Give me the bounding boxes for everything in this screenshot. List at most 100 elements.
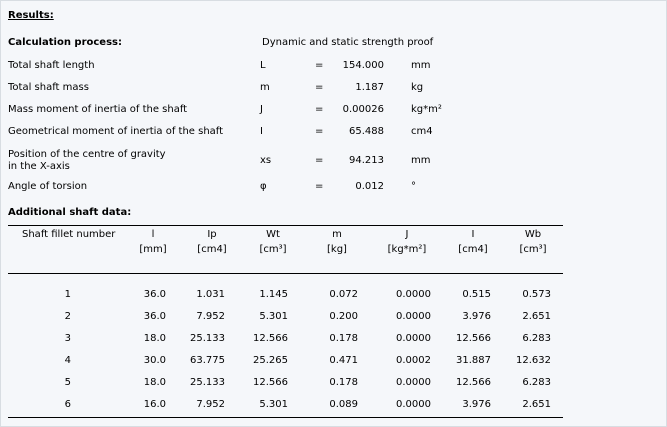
property-symbol: J [260,104,263,115]
table-cell: 5.301 [259,311,288,322]
table-cell: 12.632 [516,355,551,366]
property-value: 154.000 [342,60,384,71]
table-cell: 2.651 [522,399,551,410]
property-symbol: I [260,126,263,137]
column-header: Wb [524,229,542,240]
table-cell: 6 [64,399,71,410]
table-header-rule [8,273,563,274]
table-cell: 36.0 [143,311,166,322]
column-header-unit: [cm³] [259,244,287,255]
property-equals: = [315,126,324,137]
property-unit: kg [411,82,424,93]
column-header: l [151,229,155,240]
table-cell: 3.976 [462,399,491,410]
table-cell: 25.133 [190,377,225,388]
column-header: J [405,229,409,240]
table-cell: 0.0000 [396,399,431,410]
property-equals: = [315,104,324,115]
property-value: 0.012 [355,181,384,192]
property-symbol: xs [260,155,272,166]
table-cell: 12.566 [456,333,491,344]
property-label: Geometrical moment of inertia of the sha… [8,126,224,137]
table-cell: 16.0 [143,399,166,410]
column-header: Ip [207,229,217,240]
property-equals: = [315,82,324,93]
table-cell: 12.566 [456,377,491,388]
column-header-unit: [kg] [327,244,347,255]
table-cell: 18.0 [143,377,166,388]
table-cell: 2 [64,311,71,322]
property-equals: = [315,181,324,192]
table-cell: 0.200 [329,311,358,322]
table-cell: 0.0002 [396,355,431,366]
table-cell: 25.133 [190,333,225,344]
table-bottom-rule [8,417,563,418]
column-header-unit: [cm4] [458,244,488,255]
calculation-process-value: Dynamic and static strength proof [262,37,434,48]
table-cell: 0.515 [462,289,491,300]
property-value: 65.488 [349,126,384,137]
property-unit: mm [411,60,431,71]
table-cell: 3.976 [462,311,491,322]
table-cell: 0.178 [329,333,358,344]
column-header-unit: [mm] [139,244,167,255]
column-header-unit: [kg*m²] [387,244,427,255]
table-cell: 0.0000 [396,311,431,322]
table-cell: 0.0000 [396,377,431,388]
table-cell: 5.301 [259,399,288,410]
property-label: Mass moment of inertia of the shaft [8,104,188,115]
table-cell: 25.265 [253,355,288,366]
column-header: Shaft fillet number [22,229,116,240]
column-header-unit: [cm4] [197,244,227,255]
property-equals: = [315,60,324,71]
property-value: 94.213 [349,155,384,166]
table-cell: 7.952 [196,399,225,410]
table-cell: 0.471 [329,355,358,366]
table-cell: 30.0 [143,355,166,366]
property-symbol: φ [260,181,267,192]
property-unit: ° [411,181,416,192]
column-header: Wt [266,229,280,240]
table-cell: 12.566 [253,377,288,388]
table-cell: 0.072 [329,289,358,300]
table-cell: 0.0000 [396,333,431,344]
property-unit: mm [411,155,431,166]
table-cell: 1.031 [196,289,225,300]
property-value: 0.00026 [342,104,384,115]
table-cell: 18.0 [143,333,166,344]
table-cell: 1.145 [259,289,288,300]
table-cell: 0.0000 [396,289,431,300]
table-cell: 0.573 [522,289,551,300]
table-cell: 7.952 [196,311,225,322]
property-unit: cm4 [411,126,433,137]
property-value: 1.187 [355,82,384,93]
table-top-rule [8,225,563,226]
property-unit: kg*m² [411,104,442,115]
table-cell: 31.887 [456,355,491,366]
results-heading: Results: [8,10,54,21]
property-label: Total shaft mass [8,82,89,93]
table-cell: 63.775 [190,355,225,366]
property-label: Angle of torsion [8,181,88,192]
table-cell: 3 [64,333,71,344]
table-cell: 1 [64,289,71,300]
table-cell: 36.0 [143,289,166,300]
column-header: I [471,229,475,240]
column-header: m [332,229,342,240]
property-label: Total shaft length [8,60,95,71]
property-equals: = [315,155,324,166]
table-cell: 0.089 [329,399,358,410]
table-cell: 6.283 [522,377,551,388]
property-symbol: m [260,82,270,93]
column-header-unit: [cm³] [519,244,547,255]
additional-shaft-data-heading: Additional shaft data: [8,207,132,218]
table-cell: 12.566 [253,333,288,344]
table-cell: 6.283 [522,333,551,344]
table-cell: 4 [64,355,71,366]
property-symbol: L [260,60,266,71]
calculation-process-label: Calculation process: [8,37,122,48]
table-cell: 2.651 [522,311,551,322]
table-cell: 0.178 [329,377,358,388]
property-label: Position of the centre of gravity in the… [8,149,166,172]
